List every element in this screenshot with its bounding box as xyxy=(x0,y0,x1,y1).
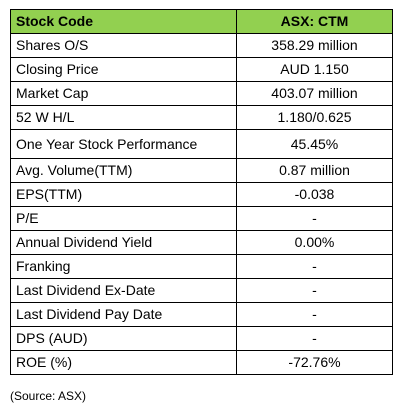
table-row: Avg. Volume(TTM) 0.87 million xyxy=(10,158,393,183)
row-value: -72.76% xyxy=(236,350,393,375)
header-value-cell: ASX: CTM xyxy=(236,9,393,34)
row-label: Last Dividend Pay Date xyxy=(10,302,237,327)
row-label: One Year Stock Performance xyxy=(10,129,237,159)
row-label: Avg. Volume(TTM) xyxy=(10,158,237,183)
table-row: Annual Dividend Yield 0.00% xyxy=(10,230,393,255)
table-row: Shares O/S 358.29 million xyxy=(10,33,393,58)
stock-data-table: Stock Code ASX: CTM Shares O/S 358.29 mi… xyxy=(10,9,393,375)
table-row: One Year Stock Performance 45.45% xyxy=(10,129,393,159)
table-row: Last Dividend Ex-Date - xyxy=(10,278,393,303)
table-row: DPS (AUD) - xyxy=(10,326,393,351)
row-value: -0.038 xyxy=(236,182,393,207)
row-label: EPS(TTM) xyxy=(10,182,237,207)
row-value: AUD 1.150 xyxy=(236,57,393,82)
row-value: - xyxy=(236,326,393,351)
row-label: ROE (%) xyxy=(10,350,237,375)
row-label: Shares O/S xyxy=(10,33,237,58)
row-label: Franking xyxy=(10,254,237,279)
row-label: Annual Dividend Yield xyxy=(10,230,237,255)
row-value: 1.180/0.625 xyxy=(236,105,393,130)
row-value: 358.29 million xyxy=(236,33,393,58)
row-label: DPS (AUD) xyxy=(10,326,237,351)
source-note: (Source: ASX) xyxy=(10,389,87,403)
row-value: - xyxy=(236,302,393,327)
row-label: Closing Price xyxy=(10,57,237,82)
row-value: - xyxy=(236,254,393,279)
row-label: Market Cap xyxy=(10,81,237,106)
row-label: 52 W H/L xyxy=(10,105,237,130)
table-row: Franking - xyxy=(10,254,393,279)
row-value: 0.00% xyxy=(236,230,393,255)
table-row: ROE (%) -72.76% xyxy=(10,350,393,375)
row-value: 0.87 million xyxy=(236,158,393,183)
row-label: P/E xyxy=(10,206,237,231)
table-row: Market Cap 403.07 million xyxy=(10,81,393,106)
table-header-row: Stock Code ASX: CTM xyxy=(10,9,393,34)
table-row: 52 W H/L 1.180/0.625 xyxy=(10,105,393,130)
row-value: - xyxy=(236,206,393,231)
table-row: Last Dividend Pay Date - xyxy=(10,302,393,327)
row-label: Last Dividend Ex-Date xyxy=(10,278,237,303)
row-value: - xyxy=(236,278,393,303)
row-value: 45.45% xyxy=(236,129,393,159)
table-row: EPS(TTM) -0.038 xyxy=(10,182,393,207)
table-row: Closing Price AUD 1.150 xyxy=(10,57,393,82)
header-label-cell: Stock Code xyxy=(10,9,237,34)
row-value: 403.07 million xyxy=(236,81,393,106)
table-row: P/E - xyxy=(10,206,393,231)
